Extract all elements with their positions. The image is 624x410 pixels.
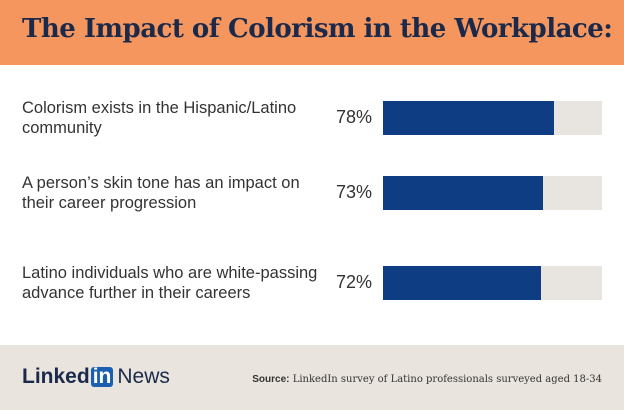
category-label: Latino individuals who are white-passing… [22,264,318,302]
chart-title: The Impact of Colorism in the Workplace: [22,14,613,44]
source-text: LinkedIn survey of Latino professionals … [292,374,602,385]
value-label: 78% [335,107,372,127]
source: Source: LinkedIn survey of Latino profes… [252,374,602,385]
bar-track [383,266,602,300]
bar-track [383,101,602,135]
bar [383,176,543,210]
value-label: 73% [335,182,372,202]
source-label: Source: [252,374,290,385]
logo-text: Linked [22,365,90,388]
category-label: Colorism exists in the Hispanic/Latino c… [22,99,297,137]
logo: Linked in News [22,365,170,389]
value-label: 72% [335,272,372,292]
logo-text: News [117,365,170,388]
header: The Impact of Colorism in the Workplace: [0,0,624,65]
logo-badge: in [90,365,114,388]
bar-track [383,176,602,210]
bar [383,101,554,135]
bar [383,266,541,300]
footer: Linked in News Source: LinkedIn survey of … [0,345,624,410]
category-label: A person’s skin tone has an impact on th… [22,174,300,212]
bar-chart: Colorism exists in the Hispanic/Latino c… [0,65,624,345]
